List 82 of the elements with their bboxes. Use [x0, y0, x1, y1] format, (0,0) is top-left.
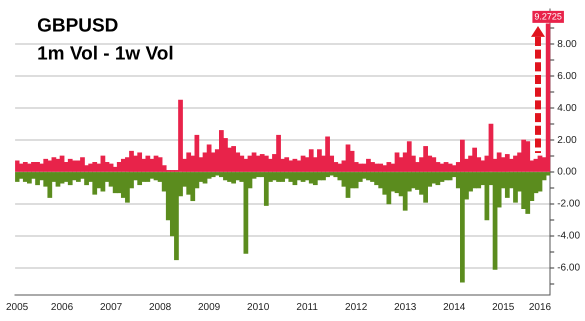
bar — [346, 144, 350, 172]
bar — [80, 157, 85, 172]
bar — [178, 100, 183, 172]
y-tick-label: -6.00 — [557, 262, 580, 274]
y-tick-label: 8.00 — [557, 38, 578, 50]
bar — [484, 172, 490, 220]
bar — [145, 172, 150, 182]
x-tick-label: 2010 — [247, 302, 270, 313]
bar — [35, 162, 40, 172]
y-tick-label: 2.00 — [557, 134, 578, 146]
bar — [374, 164, 379, 172]
bar — [100, 156, 106, 172]
bar — [472, 148, 478, 172]
bar — [300, 156, 306, 172]
y-tick-label: -2.00 — [557, 198, 580, 210]
bar — [346, 172, 350, 198]
bar — [108, 164, 114, 172]
bar — [174, 172, 179, 260]
bar — [158, 157, 162, 172]
bar — [202, 172, 208, 184]
bar — [47, 172, 52, 198]
y-tick-label: 6.00 — [557, 70, 578, 82]
bar — [276, 172, 281, 182]
bar — [460, 172, 465, 283]
bar — [292, 172, 298, 186]
bar — [35, 172, 40, 186]
bar — [394, 152, 400, 172]
bar — [276, 134, 281, 172]
bar — [386, 172, 392, 204]
bar — [206, 144, 212, 172]
bar — [423, 172, 428, 203]
x-tick-label: 2008 — [148, 302, 172, 313]
x-tick-label: 2006 — [50, 302, 74, 313]
bar — [448, 164, 452, 172]
bar — [448, 172, 452, 180]
text: 1m Vol - 1w Vol — [37, 44, 174, 65]
x-tick-label: 2007 — [100, 302, 123, 313]
x-tick-label: 2009 — [198, 302, 221, 313]
bar — [264, 172, 269, 206]
bar — [244, 172, 248, 254]
bar — [317, 149, 322, 172]
y-tick-label: 4.00 — [557, 102, 578, 114]
bar — [194, 134, 200, 172]
x-tick-label: 2011 — [296, 302, 318, 313]
bar — [227, 172, 232, 182]
bar — [488, 124, 494, 172]
bar — [300, 172, 306, 182]
bar — [325, 172, 330, 178]
bar — [492, 172, 498, 270]
bar — [252, 152, 256, 172]
bar — [84, 172, 89, 186]
bar — [321, 172, 326, 180]
bar — [27, 172, 32, 184]
x-tick-label: 2015 — [492, 302, 515, 313]
y-tick-label: 0.00 — [557, 166, 578, 178]
bar — [378, 164, 384, 172]
bar — [76, 172, 81, 182]
bar — [60, 172, 64, 184]
bar — [60, 156, 64, 172]
data-label: 9.2725 — [534, 11, 562, 22]
bar — [125, 172, 130, 203]
bar — [444, 172, 448, 180]
bar — [423, 146, 428, 172]
bar — [325, 136, 330, 172]
y-tick-label: -4.00 — [557, 230, 580, 242]
bar — [460, 140, 465, 172]
x-tick-label: 2016 — [528, 302, 552, 313]
chart-title: GBPUSD — [37, 16, 118, 37]
bar — [374, 172, 379, 186]
bar — [354, 172, 359, 188]
bar — [280, 172, 286, 182]
bar — [538, 172, 542, 192]
bar — [513, 172, 518, 203]
x-tick-label: 2013 — [394, 302, 417, 313]
x-tick-label: 2012 — [345, 302, 368, 313]
bar — [370, 162, 375, 172]
x-tick-label: 2005 — [6, 302, 29, 313]
bar — [525, 141, 530, 172]
bar — [100, 172, 106, 192]
bar — [444, 162, 448, 172]
x-tick-label: 2014 — [443, 302, 466, 313]
bar — [440, 172, 444, 182]
